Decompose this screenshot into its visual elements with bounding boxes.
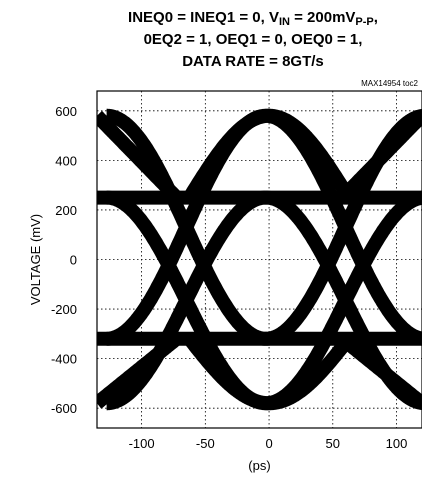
- figure-code: MAX14954 toc2: [361, 79, 418, 88]
- y-tick-label: -200: [51, 302, 77, 317]
- x-tick-label: -50: [196, 436, 215, 451]
- y-tick-label: -400: [51, 352, 77, 367]
- plot-frame: [96, 90, 422, 429]
- eye-left-bottom-trace: [97, 333, 182, 410]
- title-line-2: 0EQ2 = 1, OEQ1 = 0, OEQ0 = 1,: [144, 31, 363, 48]
- eye-right-top-trace: [336, 110, 422, 204]
- y-tick-label: 200: [55, 203, 77, 218]
- x-tick-label: 100: [386, 436, 408, 451]
- eye-right-bottom-trace: [336, 332, 422, 409]
- y-tick-labels: 600 400 200 0 -200 -400 -600: [51, 104, 77, 416]
- x-tick-label: 0: [265, 436, 272, 451]
- eye-bottom-peak-trace: [183, 333, 355, 411]
- title-line-1-tail: ,: [374, 9, 378, 26]
- eye-top-peak-trace: [183, 108, 355, 203]
- x-axis-label: (ps): [248, 458, 270, 473]
- title-line-1-main: INEQ0 = INEQ1 = 0, V: [128, 9, 279, 26]
- eye-falling-trace: [100, 108, 272, 346]
- title-line-3: DATA RATE = 8GT/s: [182, 53, 324, 70]
- x-tick-labels: -100 -50 0 50 100: [129, 436, 408, 451]
- y-tick-label: -600: [51, 401, 77, 416]
- chart-title: INEQ0 = INEQ1 = 0, VIN = 200mVP-P, 0EQ2 …: [128, 9, 378, 70]
- y-tick-label: 600: [55, 104, 77, 119]
- x-tick-label: 50: [326, 436, 340, 451]
- title-vin-value: = 200mV: [290, 9, 355, 26]
- title-line-1: INEQ0 = INEQ1 = 0, VIN = 200mVP-P,: [128, 9, 378, 28]
- x-tick-label: -100: [129, 436, 155, 451]
- eye-traces: [97, 108, 422, 411]
- y-axis-label: VOLTAGE (mV): [28, 214, 43, 305]
- title-pp-subscript: P-P: [355, 16, 373, 28]
- y-tick-label: 0: [70, 253, 77, 268]
- title-vin-subscript: IN: [279, 16, 290, 28]
- eye-left-top-trace: [97, 110, 182, 203]
- plot-area: [96, 90, 422, 429]
- y-tick-label: 400: [55, 153, 77, 168]
